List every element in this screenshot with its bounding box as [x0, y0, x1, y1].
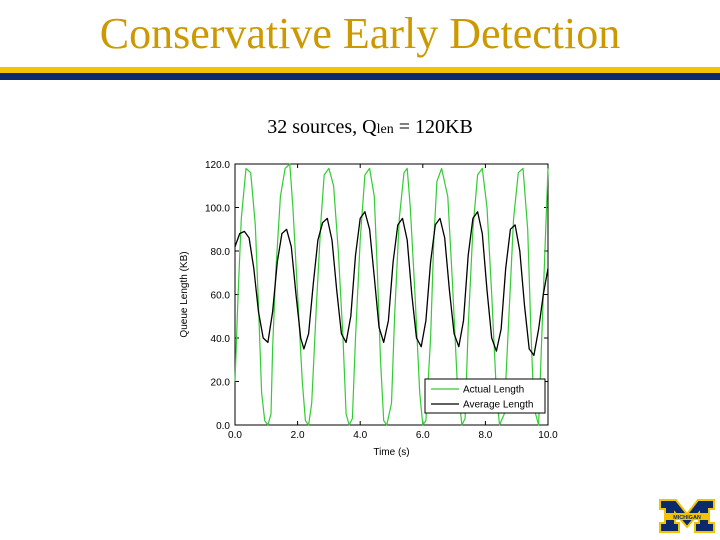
x-axis-label: Time (s) [373, 447, 409, 458]
legend-label: Average Length [463, 400, 533, 411]
chart-subtitle: 32 sources, Qlen = 120KB [0, 116, 720, 139]
x-tick-label: 8.0 [478, 430, 492, 441]
y-tick-label: 0.0 [216, 421, 230, 432]
y-tick-label: 80.0 [211, 247, 231, 258]
y-tick-label: 20.0 [211, 378, 231, 389]
series-line-average-length [234, 211, 549, 357]
title-rule-gold [0, 67, 720, 73]
slide-title: Conservative Early Detection [99, 9, 621, 58]
logo-banner [666, 513, 708, 520]
subtitle-suffix: = 120KB [393, 116, 473, 138]
queue-length-chart: 0.0 20.0 40.0 60.0 80.0 100.0 120.0 0.0 2.0 4.0 6.… [179, 160, 558, 458]
x-tick-label: 10.0 [538, 430, 558, 441]
logo-text: MICHIGAN [673, 515, 701, 521]
y-tick-label: 60.0 [211, 291, 231, 302]
x-tick-label: 2.0 [291, 430, 305, 441]
y-tick-label: 120.0 [205, 160, 230, 171]
x-tick-label: 6.0 [416, 430, 430, 441]
subtitle-subscript: len [376, 122, 394, 137]
legend-box [424, 378, 546, 414]
plot-area: 0.0 20.0 40.0 60.0 80.0 100.0 120.0 0.0 2.0 4.0 6.… [179, 160, 558, 458]
y-axis-label: Queue Length (KB) [179, 251, 190, 337]
x-tick-label: 0.0 [228, 430, 242, 441]
y-tick-label: 100.0 [205, 204, 230, 215]
series-line-actual-length [234, 163, 549, 426]
x-tick-label: 4.0 [353, 430, 367, 441]
title-rule-blue [0, 73, 720, 80]
subtitle-prefix: 32 sources, Q [267, 116, 377, 138]
legend-label: Actual Length [463, 385, 524, 396]
y-tick-label: 40.0 [211, 334, 231, 345]
michigan-logo: MICHIGAN [659, 499, 715, 533]
